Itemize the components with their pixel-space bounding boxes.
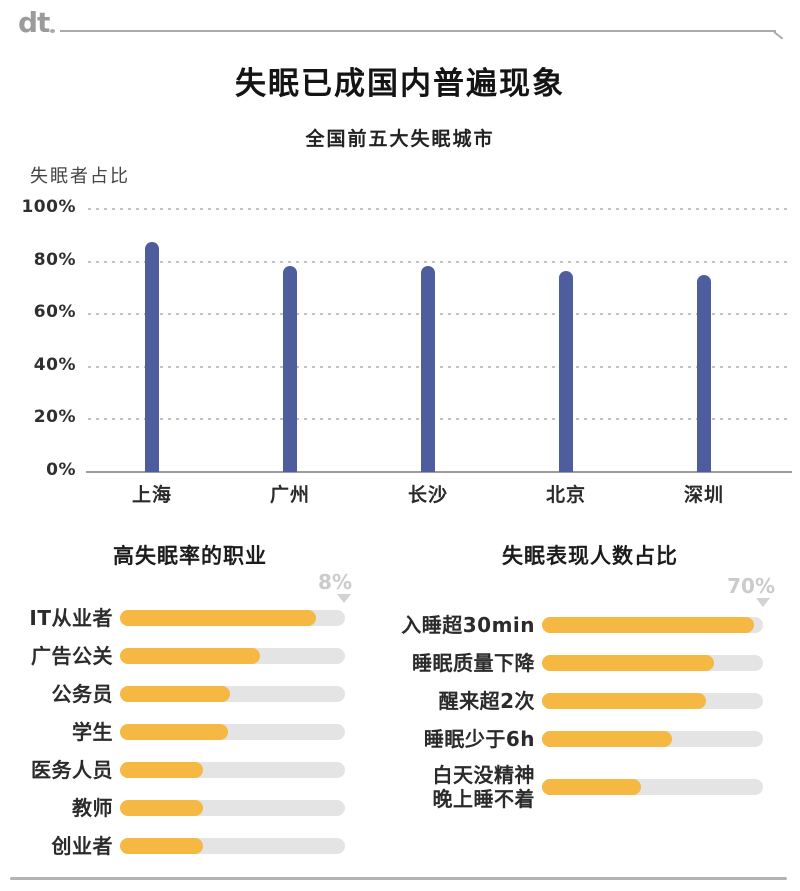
dt-logo: dt (18, 6, 50, 39)
symptom-label: 白天没精神 晚上睡不着 (432, 763, 535, 811)
occupation-bar-fill (120, 724, 228, 740)
y-tick-label: 20% (33, 407, 76, 428)
occupation-label: 公务员 (51, 682, 113, 706)
symptom-bar-fill (542, 655, 715, 671)
occupation-max-annotation: 8% (318, 572, 352, 603)
city-bar (697, 274, 711, 472)
y-axis-label: 失眠者占比 (30, 166, 130, 187)
occupation-bar-fill (120, 686, 231, 702)
symptom-label: 入睡超30min (401, 613, 535, 637)
gridline (88, 418, 792, 421)
gridline (88, 260, 792, 263)
city-label: 上海 (131, 484, 172, 506)
city-label: 深圳 (683, 484, 724, 506)
occupation-bar-fill (120, 800, 204, 816)
city-chart-subtitle: 全国前五大失眠城市 (305, 128, 495, 150)
symptom-label: 睡眠质量下降 (412, 651, 535, 675)
triangle-down-icon (337, 594, 351, 603)
y-tick-label: 0% (46, 460, 76, 480)
page-title: 失眠已成国内普遍现象 (235, 66, 565, 102)
occupation-max-label: 8% (318, 570, 352, 594)
occupation-bar-fill (120, 838, 204, 854)
gridline (88, 313, 792, 316)
symptom-bar-fill (542, 617, 755, 633)
occupation-bar-fill (120, 610, 316, 626)
city-bar (145, 241, 159, 472)
y-tick-label: 80% (33, 249, 76, 270)
occupation-chart-title: 高失眠率的职业 (113, 544, 267, 568)
y-tick-label: 40% (33, 354, 76, 375)
symptom-max-annotation: 70% (727, 576, 775, 607)
y-tick-label: 100% (21, 197, 76, 217)
symptom-bar-fill (542, 731, 673, 747)
occupation-label: 学生 (72, 720, 113, 744)
gridline (88, 208, 792, 210)
occupation-label: IT从业者 (29, 606, 113, 630)
occupation-label: 医务人员 (31, 758, 113, 782)
symptom-max-label: 70% (727, 574, 775, 598)
header-rule-dot (50, 29, 55, 33)
gridline (88, 365, 792, 368)
city-label: 北京 (545, 484, 586, 506)
footer-rule (10, 877, 787, 880)
city-bar (559, 270, 573, 472)
y-tick-label: 60% (33, 302, 76, 323)
symptom-bar-fill (542, 779, 642, 795)
triangle-down-icon (756, 598, 770, 607)
occupation-bar-fill (120, 762, 204, 778)
city-bar (283, 265, 297, 472)
occupation-label: 创业者 (51, 834, 113, 858)
symptom-chart-title: 失眠表现人数占比 (502, 544, 678, 568)
symptom-label: 醒来超2次 (438, 689, 535, 713)
occupation-bar-fill (120, 648, 260, 664)
city-label: 长沙 (407, 484, 448, 506)
city-label: 广州 (269, 484, 310, 506)
occupation-label: 广告公关 (31, 644, 113, 668)
occupation-label: 教师 (72, 796, 113, 820)
symptom-label: 睡眠少于6h (423, 727, 535, 751)
x-axis-line (86, 471, 792, 473)
symptom-bar-fill (542, 693, 706, 709)
city-bar (421, 265, 435, 472)
header-rule-line (60, 30, 776, 32)
